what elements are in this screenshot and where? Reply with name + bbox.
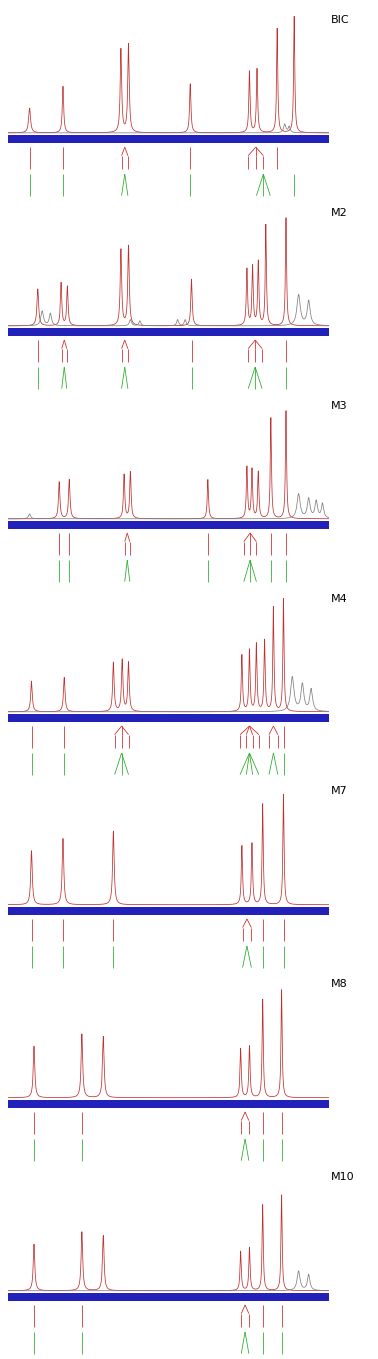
Text: M8: M8 <box>330 980 347 989</box>
Text: M2: M2 <box>330 208 347 217</box>
Text: M3: M3 <box>330 401 347 410</box>
Text: ppm: ppm <box>330 1101 345 1108</box>
Text: BIC: BIC <box>330 15 349 24</box>
Text: ppm: ppm <box>330 329 345 336</box>
Text: ppm: ppm <box>330 1294 345 1301</box>
Text: ppm: ppm <box>330 715 345 722</box>
Text: M4: M4 <box>330 594 347 603</box>
Text: M7: M7 <box>330 787 347 796</box>
Text: ppm: ppm <box>330 136 345 143</box>
Text: ppm: ppm <box>330 522 345 529</box>
Text: ppm: ppm <box>330 908 345 915</box>
Text: M10: M10 <box>330 1173 354 1182</box>
